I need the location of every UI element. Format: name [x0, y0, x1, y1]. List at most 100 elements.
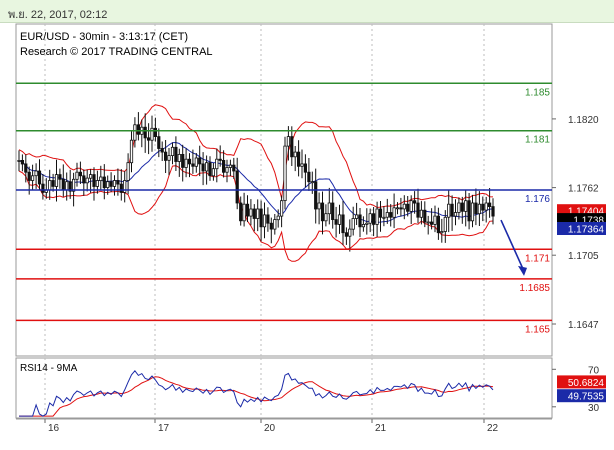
candle-body: [354, 214, 359, 219]
candle-body: [273, 219, 277, 230]
candle-body: [433, 215, 437, 225]
candle-body: [300, 163, 304, 167]
candlesticks: [17, 112, 495, 252]
support-resistance-levels: 1.185 1.181 1.176 1.171 1.1685 1.165: [16, 82, 552, 335]
candle-body: [89, 174, 93, 179]
rsi-title: RSI14 - 9MA: [20, 363, 78, 374]
candle-body: [242, 203, 246, 222]
candle-body: [221, 159, 226, 173]
candle-body: [256, 208, 260, 219]
candle-body: [78, 171, 82, 177]
rsi-axis: 70 30: [552, 365, 600, 414]
candle-body: [160, 148, 164, 153]
candle-body: [440, 231, 444, 234]
candle-body: [327, 202, 331, 215]
candle-body: [279, 200, 284, 217]
candle-body: [150, 127, 154, 141]
candle-body: [123, 180, 127, 193]
level-label: 1.165: [525, 324, 550, 335]
candle-body: [317, 202, 321, 210]
candle-body: [389, 212, 393, 218]
rsi-tick-label: 30: [588, 403, 600, 414]
candle-body: [266, 214, 270, 224]
candle-body: [235, 170, 239, 204]
candle-body: [191, 163, 195, 167]
candle-body: [249, 208, 253, 217]
bollinger-upper-band: [18, 104, 494, 209]
candle-body: [146, 137, 151, 141]
candle-body: [419, 209, 424, 218]
forecast-arrow-shaft: [500, 219, 524, 270]
candle-body: [460, 202, 464, 212]
candle-body: [252, 208, 256, 219]
time-tick-label: 16: [48, 423, 60, 434]
rsi-lines: [19, 370, 494, 417]
candle-body: [95, 180, 99, 187]
chart-timestamp: พ.ย. 22, 2017, 02:12: [8, 9, 108, 21]
candle-body: [314, 181, 318, 210]
candle-body: [423, 209, 427, 223]
candle-body: [51, 180, 55, 187]
candle-body: [341, 214, 345, 234]
rsi-value-tag-label: 50.6824: [568, 378, 605, 389]
candle-body: [344, 232, 349, 237]
candle-body: [85, 177, 89, 184]
candle-body: [133, 124, 137, 141]
time-tick-label: 20: [264, 423, 276, 434]
candle-body: [481, 203, 485, 211]
candle-body: [334, 219, 338, 225]
candle-body: [24, 163, 28, 173]
candle-body: [181, 153, 185, 168]
candle-body: [491, 206, 495, 217]
rsi-panel: [15, 357, 553, 419]
candle-body: [269, 222, 273, 230]
candle-body: [54, 174, 59, 187]
candle-body: [37, 170, 42, 185]
candle-body: [167, 155, 171, 161]
time-tick-label: 21: [375, 423, 387, 434]
candle-body: [75, 171, 79, 180]
candle-body: [337, 214, 342, 225]
candle-body: [450, 203, 454, 217]
candle-body: [443, 216, 447, 232]
candle-body: [194, 157, 198, 167]
price-tag-label: 1.17404: [568, 207, 605, 218]
time-tick-label: 22: [487, 423, 499, 434]
candle-body: [348, 228, 352, 237]
candle-body: [464, 200, 468, 212]
candle-body: [324, 213, 328, 222]
candle-body: [399, 207, 403, 210]
candle-body: [174, 146, 178, 162]
candle-body: [68, 181, 72, 192]
candle-body: [99, 176, 103, 181]
candle-body: [392, 207, 396, 218]
candle-body: [163, 151, 168, 161]
candle-body: [310, 181, 314, 184]
top-bar: พ.ย. 22, 2017, 02:12: [0, 0, 614, 23]
candle-body: [41, 183, 45, 193]
candle-body: [232, 164, 236, 172]
candle-body: [406, 203, 410, 212]
candle-body: [218, 158, 222, 161]
candle-body: [153, 127, 157, 138]
candle-body: [371, 213, 376, 225]
candle-body: [61, 178, 65, 191]
candle-body: [361, 223, 366, 228]
candle-body: [136, 124, 140, 135]
rsi-value-tag: [557, 375, 606, 389]
candle-body: [129, 139, 134, 164]
candle-body: [184, 158, 188, 168]
candle-body: [198, 157, 202, 165]
candle-body: [27, 171, 31, 181]
candle-body: [82, 175, 86, 184]
rsi-value-tag-label: 49.7535: [568, 392, 605, 403]
candle-body: [412, 200, 417, 204]
candle-body: [416, 202, 420, 218]
candle-body: [204, 162, 209, 172]
candle-body: [320, 202, 325, 222]
candle-body: [385, 212, 389, 218]
rsi-tick-label: 70: [588, 365, 600, 376]
candle-body: [351, 218, 355, 230]
